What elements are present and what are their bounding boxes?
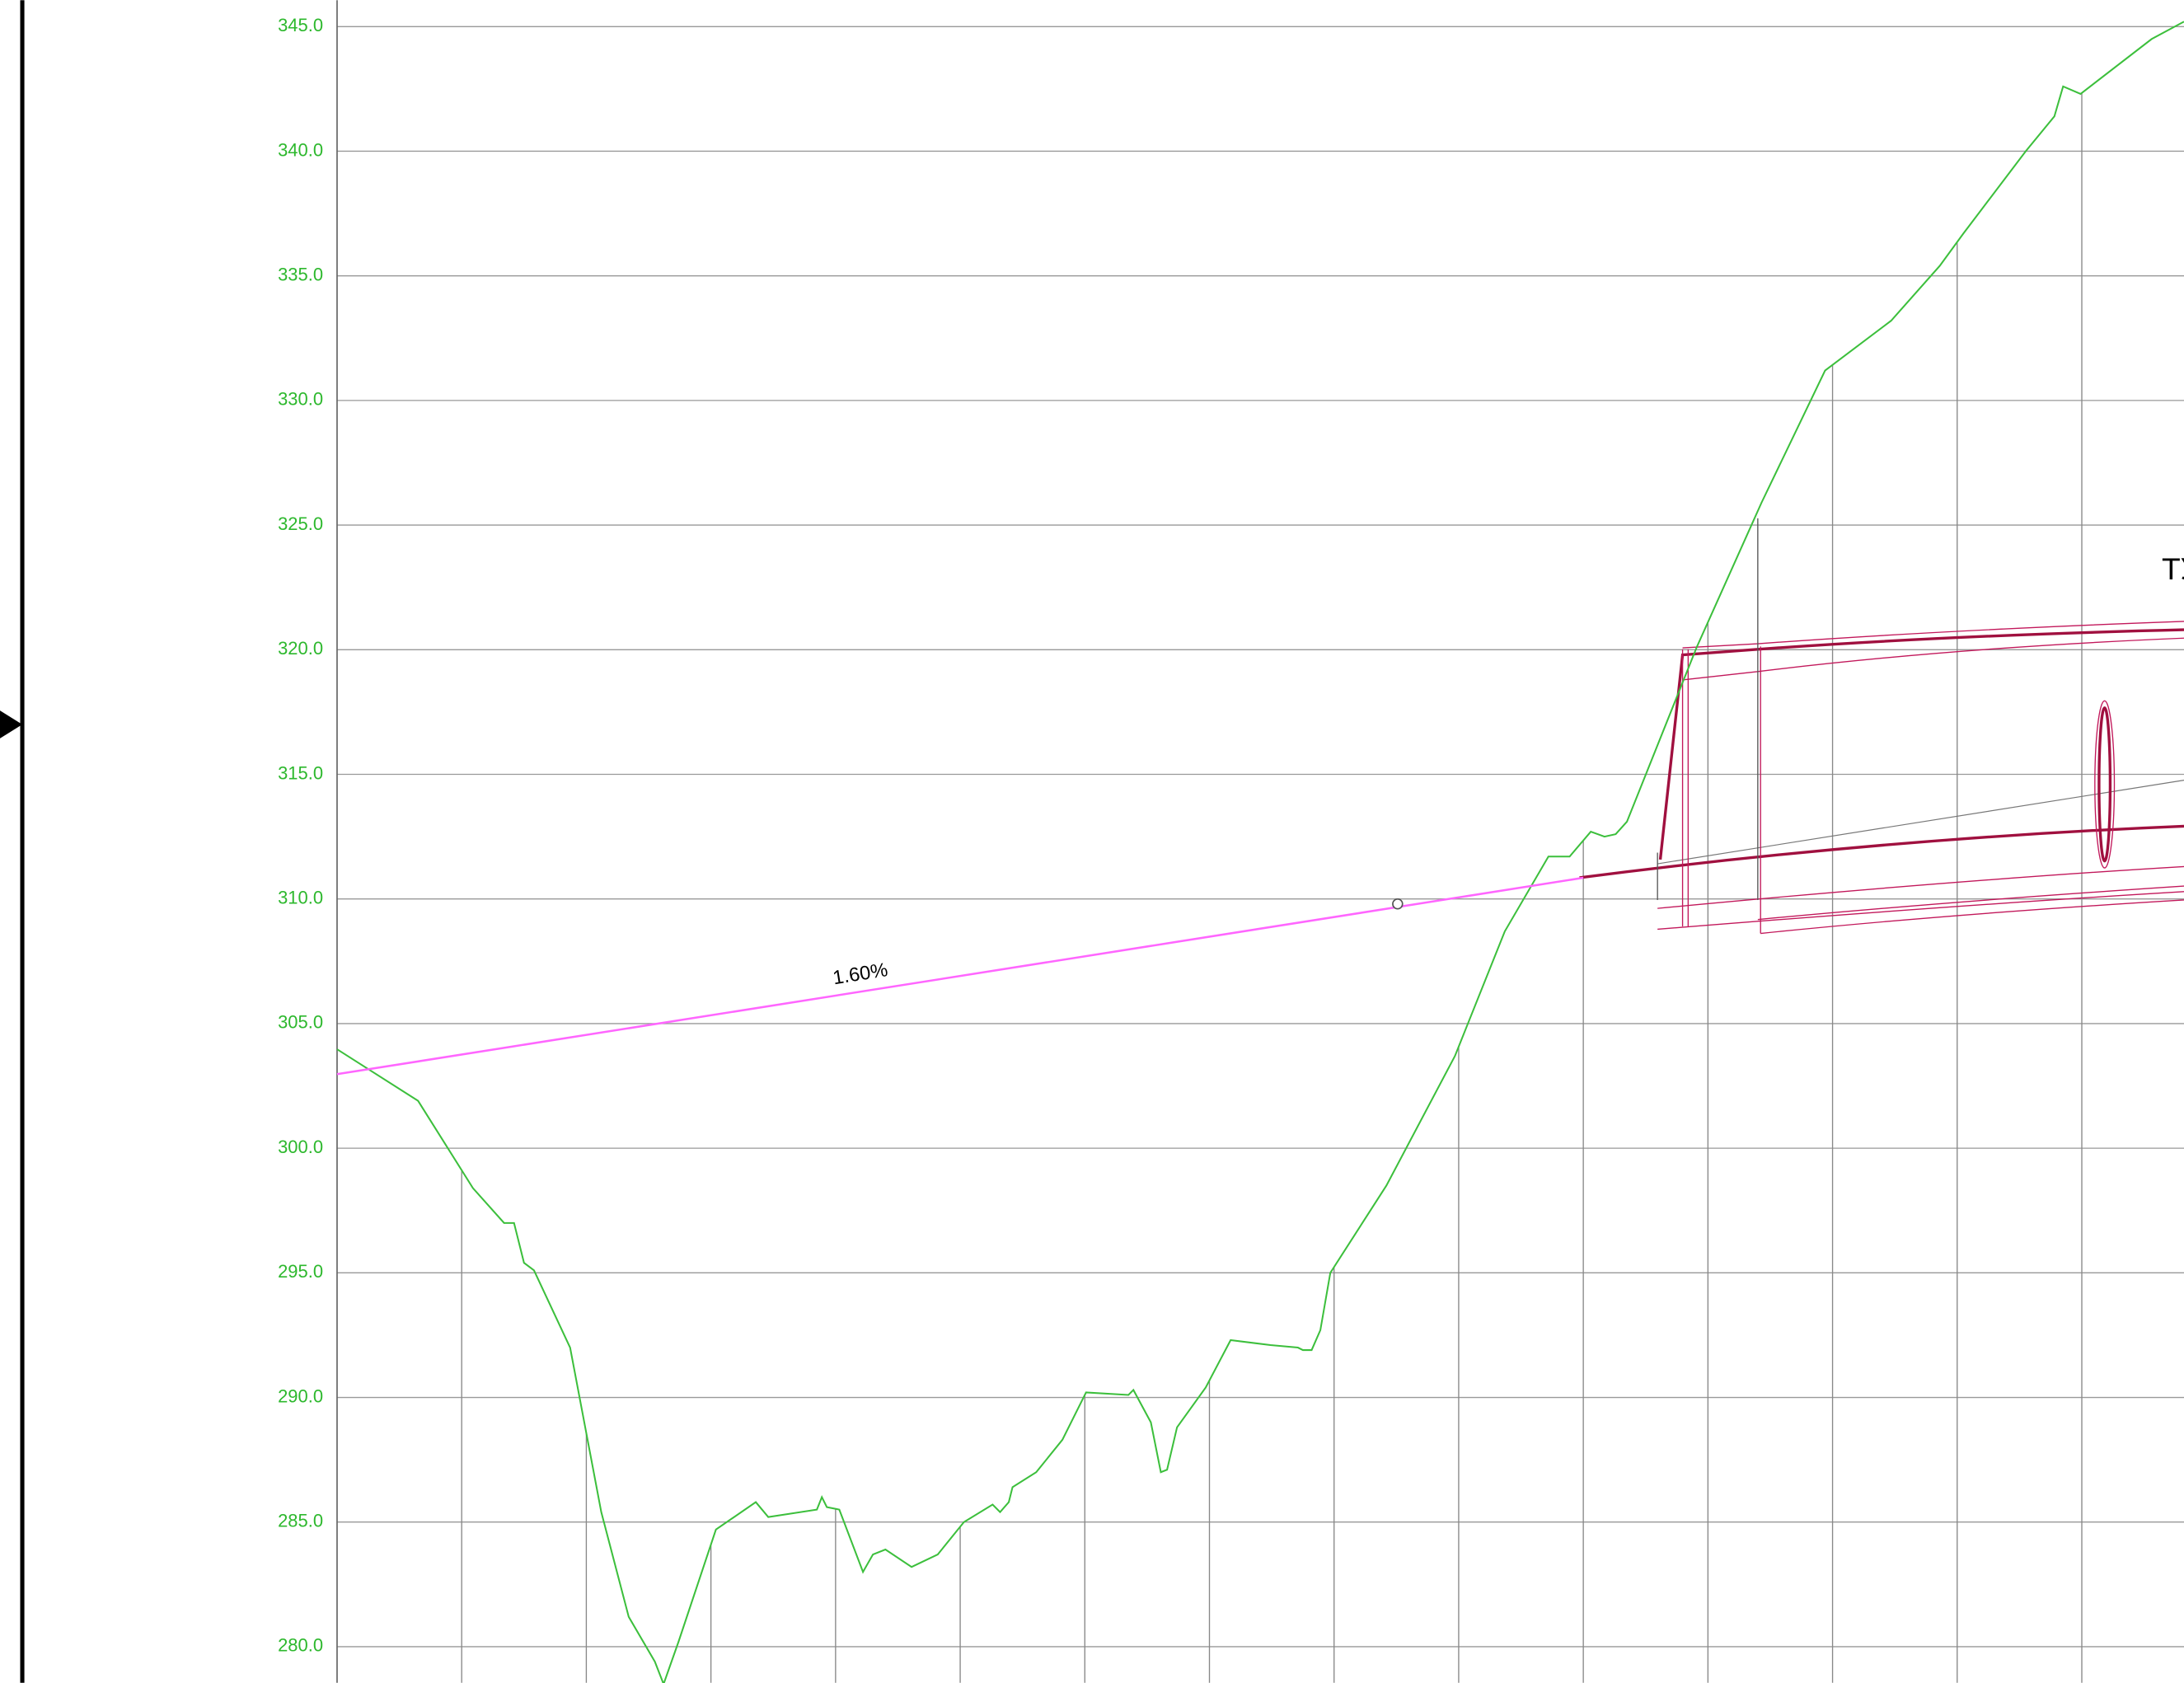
y-tick-label: 295.0 (278, 1261, 323, 1282)
guide-line (1657, 780, 2184, 865)
annotation: ТУ (2162, 551, 2184, 586)
side-arrow (0, 710, 23, 738)
y-tick-label: 280.0 (278, 1635, 323, 1656)
y-tick-label: 335.0 (278, 264, 323, 284)
tunnel-line (1682, 637, 2184, 681)
design-point (1392, 898, 1404, 910)
y-tick-label: 320.0 (278, 638, 323, 659)
y-tick-label: 340.0 (278, 139, 323, 160)
portal-symbol (2097, 706, 2112, 863)
design-line (336, 876, 1584, 1076)
y-tick-label: 305.0 (278, 1012, 323, 1033)
tunnel-top (1658, 628, 2184, 860)
grid: 280.0 285.0 290.0 295.0 300.0 305.0 310.0 315.0… (278, 0, 2184, 1683)
y-tick-label: 330.0 (278, 389, 323, 410)
y-tick-label: 325.0 (278, 513, 323, 534)
tunnel-bottom (1579, 824, 2184, 879)
tunnel-line (1757, 885, 2184, 921)
y-tick-label: 345.0 (278, 15, 323, 35)
tunnel-line (1760, 899, 2184, 935)
y-tick-label: 315.0 (278, 762, 323, 783)
ground-line (336, 21, 2184, 1683)
y-tick-label: 300.0 (278, 1137, 323, 1157)
y-tick-label: 290.0 (278, 1385, 323, 1406)
portal-symbol (2094, 700, 2116, 869)
tunnel-structure (1579, 518, 2184, 935)
y-tick-label: 285.0 (278, 1511, 323, 1531)
tunnel-line (1657, 865, 2184, 909)
tunnel-line (1657, 891, 2184, 931)
tunnel-line (1682, 621, 2184, 649)
y-tick-label: 310.0 (278, 888, 323, 908)
